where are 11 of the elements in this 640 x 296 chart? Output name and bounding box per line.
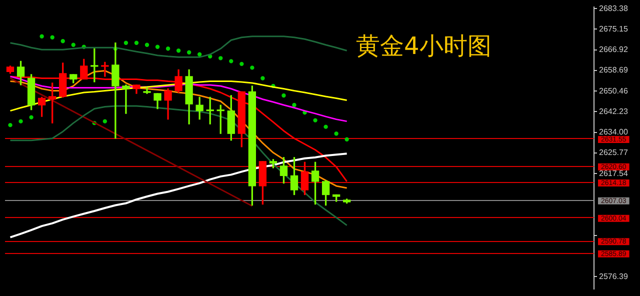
- y-tick-label: 2666.92: [599, 45, 628, 54]
- y-tick-label: 2625.77: [599, 148, 628, 158]
- y-tick-label: 2650.46: [599, 86, 628, 96]
- y-tick-label: 2634.00: [599, 128, 628, 137]
- y-tick-label: 2683.38: [599, 4, 628, 13]
- y-tick-label: 2658.69: [599, 66, 628, 75]
- y-tick-label: 2617.54: [599, 168, 628, 178]
- y-tick-label: 2675.15: [599, 24, 628, 34]
- y-tick-label: 2576.39: [599, 272, 628, 281]
- y-tick-label: 2642.23: [599, 106, 628, 116]
- text: 黄金4小时图: [356, 32, 492, 60]
